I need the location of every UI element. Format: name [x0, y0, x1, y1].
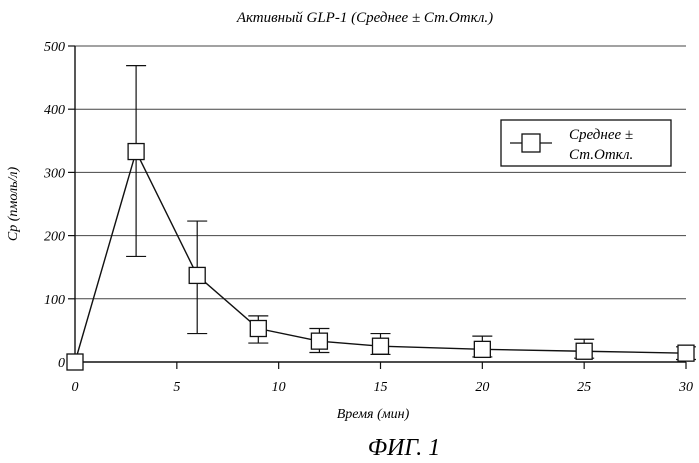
legend-marker-square [522, 134, 540, 152]
axes [68, 46, 686, 369]
y-tick-label-400: 400 [44, 103, 65, 118]
data-point-7 [576, 343, 592, 359]
y-tick-labels: 0 100 200 300 400 500 [43, 40, 65, 371]
chart-title: Активный GLP-1 (Среднее ± Ст.Откл.) [236, 10, 493, 26]
x-tick-label-15: 15 [374, 380, 388, 395]
x-tick-label-25: 25 [577, 380, 591, 395]
data-point-6 [474, 341, 490, 357]
x-tick-label-5: 5 [173, 380, 180, 395]
x-tick-label-10: 10 [272, 380, 286, 395]
x-tick-label-30: 30 [678, 380, 693, 395]
y-tick-label-100: 100 [44, 293, 65, 308]
data-point-0 [67, 354, 83, 370]
legend-label-line1: Среднее ± [569, 127, 633, 143]
y-tick-label-200: 200 [44, 230, 65, 245]
y-axis-label: Cp (пмоль/л) [6, 167, 21, 242]
figure-caption: ФИГ. 1 [368, 435, 440, 461]
grid-lines [75, 46, 686, 299]
data-point-4 [311, 333, 327, 349]
data-point-2 [189, 267, 205, 283]
y-tick-label-0: 0 [58, 356, 65, 371]
legend-label-line2: Ст.Откл. [569, 147, 633, 163]
data-point-3 [250, 321, 266, 337]
data-point-1 [128, 144, 144, 160]
x-tick-label-20: 20 [475, 380, 489, 395]
x-axis-label: Время (мин) [337, 407, 410, 422]
data-point-5 [373, 338, 389, 354]
x-tick-labels: 0 5 10 15 20 25 30 [72, 380, 694, 395]
data-point-8 [678, 345, 694, 361]
series-line-0 [75, 152, 686, 362]
data-series [67, 66, 696, 370]
y-tick-label-500: 500 [44, 40, 65, 55]
y-tick-label-300: 300 [43, 166, 65, 181]
x-tick-label-0: 0 [72, 380, 79, 395]
legend: Среднее ± Ст.Откл. [501, 120, 671, 166]
